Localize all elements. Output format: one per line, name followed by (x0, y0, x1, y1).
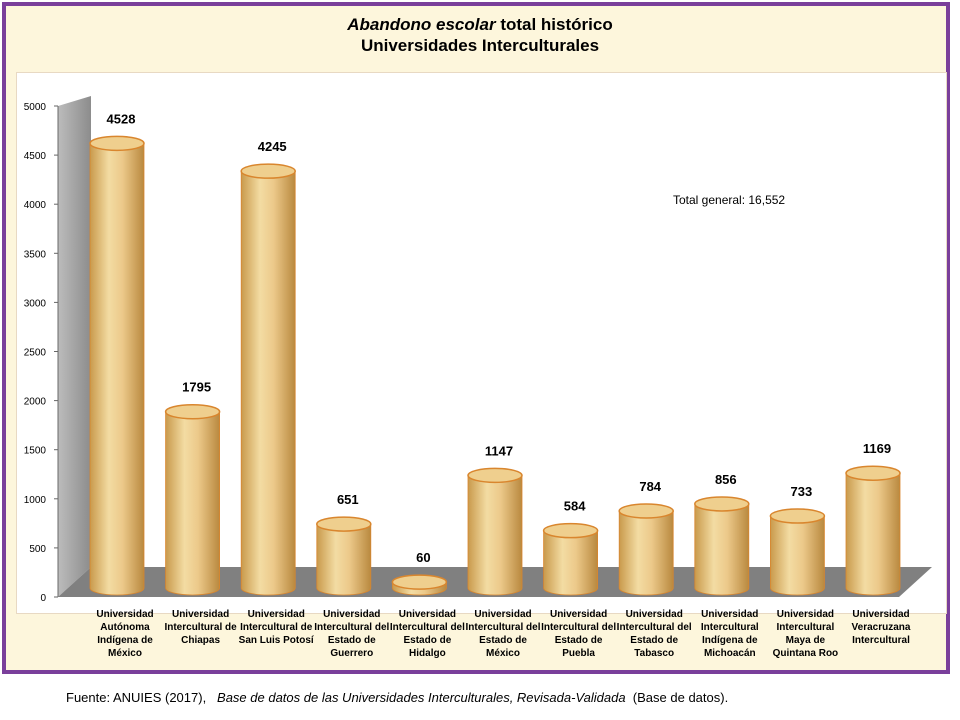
chart-title: Abandono escolar total histórico Univers… (6, 14, 954, 56)
x-category-label: Universidad Intercultural de San Luis Po… (238, 609, 314, 646)
y-tick-label: 4500 (24, 151, 47, 162)
data-label: 784 (639, 479, 661, 494)
back-wall (58, 96, 91, 597)
data-label: 1147 (485, 443, 513, 458)
x-category-label: Universidad Intercultural de Chiapas (164, 609, 237, 646)
y-tick-label: 500 (29, 544, 46, 555)
bar-top (391, 574, 448, 590)
y-tick-label: 5000 (24, 102, 47, 113)
bar-body (770, 515, 825, 596)
y-tick-label: 1500 (24, 446, 47, 457)
bar (769, 508, 826, 596)
bar (542, 522, 599, 596)
bar (391, 574, 448, 596)
bar-body (467, 474, 523, 596)
bar-body (543, 530, 598, 596)
bar-top (89, 135, 145, 152)
x-category-label: Universidad Intercultural Maya de Quinta… (772, 609, 839, 659)
bar-top (240, 163, 296, 179)
title-line-2: Universidades Interculturales (360, 36, 600, 55)
bar (164, 403, 221, 596)
bar-body (845, 472, 901, 596)
x-category-label: Universidad Intercultural del Estado de … (616, 609, 692, 659)
bar (89, 135, 145, 596)
bar-body (316, 523, 372, 596)
bar (845, 465, 901, 596)
bar-top (618, 503, 674, 519)
data-label: 1795 (182, 380, 211, 395)
bar (618, 503, 674, 596)
y-tick-label: 4000 (24, 200, 47, 211)
bar-top (694, 496, 750, 512)
bar-body (165, 411, 220, 596)
bar (316, 516, 372, 596)
y-tick-label: 2500 (24, 348, 47, 359)
y-tick-label: 0 (40, 593, 46, 604)
y-tick-label: 2000 (24, 397, 47, 408)
source-italic: Base de datos de las Universidades Inter… (217, 690, 626, 705)
bar-top (769, 508, 826, 524)
data-label: 733 (791, 484, 813, 499)
bar (694, 496, 750, 596)
bar-top (542, 522, 599, 539)
title-italic: Abandono escolar (347, 15, 496, 34)
data-label: 856 (715, 472, 737, 487)
bar-body (89, 142, 145, 596)
y-tick-label: 3500 (24, 249, 47, 260)
bar-body (694, 503, 750, 596)
title-line-1: Abandono escolar total histórico (6, 14, 954, 35)
bar (240, 163, 296, 596)
y-tick-label: 1000 (24, 495, 47, 506)
data-label: 60 (416, 550, 430, 565)
data-label: 1169 (863, 441, 891, 456)
data-label: 4245 (258, 139, 287, 154)
bar-top (164, 403, 221, 420)
source-note: Fuente: ANUIES (2017), Base de datos de … (66, 690, 728, 705)
bar-body (618, 510, 674, 596)
data-label: 651 (337, 492, 359, 507)
title-rest: total histórico (500, 15, 613, 34)
bar-body (240, 170, 296, 596)
x-category-label: Universidad Intercultural Indígena de Mi… (700, 609, 759, 659)
y-tick-label: 3000 (24, 298, 47, 309)
x-category-label: Universidad Autónoma Indígena de México (96, 609, 154, 659)
bar (467, 467, 523, 596)
x-category-label: Universidad Intercultural del Estado de … (314, 609, 390, 659)
x-category-label: Universidad Intercultural del Estado de … (541, 609, 617, 659)
data-label: 4528 (107, 111, 136, 126)
bar-top (316, 516, 372, 532)
source-prefix: Fuente: ANUIES (2017), (66, 690, 207, 705)
x-category-label: Universidad Intercultural del Estado de … (465, 609, 541, 659)
bar-top (467, 467, 523, 484)
x-category-label: Universidad Intercultural del Estado de … (389, 609, 465, 659)
x-category-label: Universidad Veracruzana Intercultural (851, 609, 911, 646)
bar-top (845, 465, 901, 481)
data-label: 584 (564, 499, 586, 514)
source-suffix: (Base de datos). (632, 690, 729, 705)
total-annotation: Total general: 16,552 (673, 193, 785, 207)
